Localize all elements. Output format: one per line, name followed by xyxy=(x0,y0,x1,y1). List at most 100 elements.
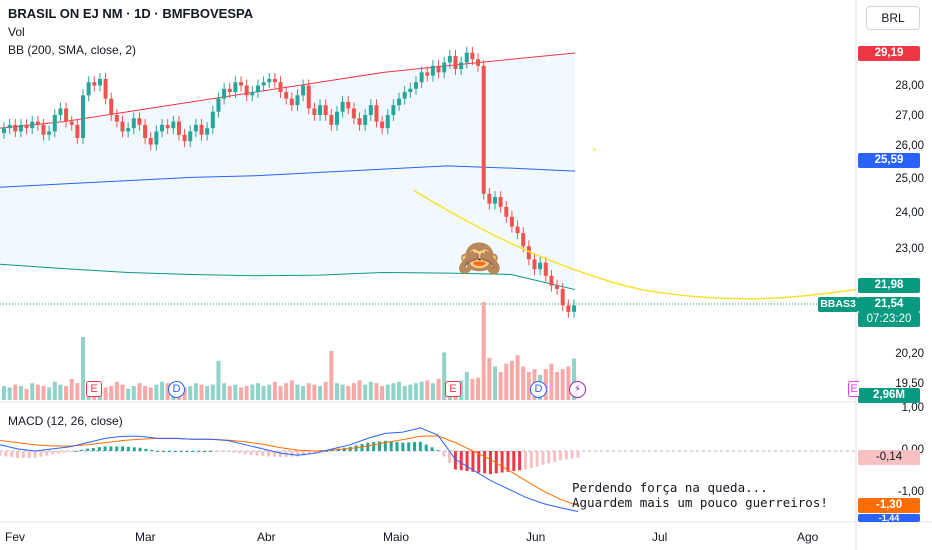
volume-bar xyxy=(114,381,119,400)
candle-body xyxy=(143,124,148,138)
volume-bar xyxy=(419,381,424,400)
macd-histogram-bar xyxy=(278,451,282,458)
candle-body xyxy=(323,105,328,116)
volume-bar xyxy=(470,379,475,400)
candle-body xyxy=(566,305,571,312)
earnings-marker[interactable]: E xyxy=(445,381,461,397)
candle-body xyxy=(334,111,339,125)
volume-bar xyxy=(408,384,413,400)
price-tick: 20,20 xyxy=(895,348,924,360)
macd-histogram-bar xyxy=(453,451,457,470)
macd-histogram-bar xyxy=(372,442,376,451)
candle-body xyxy=(188,131,193,142)
macd-histogram-bar xyxy=(477,451,481,473)
volume-bar xyxy=(267,384,272,400)
volume-bar xyxy=(109,386,114,400)
volume-bar xyxy=(566,366,571,400)
bollinger-basis-line xyxy=(0,165,576,188)
currency-button[interactable]: BRL xyxy=(866,6,920,30)
dividend-marker[interactable]: D xyxy=(530,381,547,398)
candle-body xyxy=(368,105,373,116)
macd-histogram-bar xyxy=(144,448,148,451)
macd-legend[interactable]: MACD (12, 26, close) xyxy=(8,414,123,428)
candle-body xyxy=(430,65,435,76)
volume-bar xyxy=(380,386,385,400)
candle-body xyxy=(391,105,396,116)
candle-body xyxy=(131,118,136,129)
macd-histogram-bar xyxy=(156,451,160,452)
candle-body xyxy=(30,121,35,129)
macd-histogram-bar xyxy=(185,451,189,452)
volume-bar xyxy=(289,380,294,400)
volume-bar xyxy=(30,383,35,400)
volume-bar xyxy=(278,386,283,400)
volume-bar xyxy=(188,386,193,400)
candle-body xyxy=(329,115,334,125)
candle-body xyxy=(318,105,323,116)
volume-bar xyxy=(284,383,289,400)
volume-bar xyxy=(413,383,418,400)
candle-body xyxy=(176,121,181,135)
symbol-title[interactable]: BRASIL ON EJ NM · 1D · BMFBOVESPA xyxy=(8,6,254,21)
projection-tick xyxy=(592,148,597,151)
macd-histogram-bar xyxy=(86,448,90,451)
candle-body xyxy=(413,82,418,89)
volume-legend[interactable]: Vol xyxy=(8,25,25,39)
macd-histogram-bar xyxy=(512,451,516,472)
dividend-marker[interactable]: D xyxy=(168,381,185,398)
time-tick: Fev xyxy=(5,530,26,544)
volume-bar xyxy=(182,387,187,400)
volume-bar xyxy=(148,387,153,400)
volume-bar xyxy=(75,383,80,400)
macd-histogram-bar xyxy=(197,451,201,452)
volume-bar xyxy=(340,384,345,400)
candle-body xyxy=(120,121,125,132)
time-tick: Mar xyxy=(135,530,156,544)
candle-body xyxy=(278,82,283,93)
volume-bar xyxy=(436,379,441,400)
volume-bar xyxy=(244,386,249,400)
macd-histogram-bar xyxy=(564,451,568,460)
price-tick: 26,00 xyxy=(895,140,924,152)
candle-body xyxy=(103,78,108,99)
macd-histogram-bar xyxy=(436,450,440,452)
macd-histogram-bar xyxy=(465,451,469,472)
candle-body xyxy=(476,59,481,66)
volume-bar xyxy=(521,366,526,400)
candle-body xyxy=(193,124,198,132)
macd-histogram-bar xyxy=(220,451,224,452)
volume-bar xyxy=(233,384,238,400)
volume-bar xyxy=(52,381,57,400)
monkey-emoji[interactable]: 🙈 xyxy=(457,237,502,278)
macd-histogram-bar xyxy=(389,441,393,451)
candle-body xyxy=(227,88,232,93)
bollinger-legend[interactable]: BB (200, SMA, close, 2) xyxy=(8,43,137,57)
volume-bar xyxy=(476,377,481,400)
earnings-marker[interactable]: E xyxy=(86,381,102,397)
candle-body xyxy=(425,72,430,76)
macd-histogram-bar xyxy=(121,446,125,451)
macd-histogram-bar xyxy=(360,444,364,451)
macd-histogram-bar xyxy=(126,446,130,451)
macd-histogram-bar xyxy=(138,447,142,451)
candle-body xyxy=(81,95,86,138)
volume-bar xyxy=(154,384,159,400)
bb-upper-tag: 29,19 xyxy=(858,46,920,61)
volume-bar xyxy=(64,386,69,400)
volume-bar xyxy=(165,383,170,400)
macd-histogram-bar xyxy=(62,451,66,453)
candle-body xyxy=(92,82,97,86)
macd-histogram-bar xyxy=(4,451,8,457)
annotation-note[interactable]: Perdendo força na queda... Aguardem mais… xyxy=(572,480,828,510)
volume-bar xyxy=(312,384,317,400)
macd-histogram-bar xyxy=(161,451,165,452)
macd-histogram-bar xyxy=(51,451,55,455)
candle-body xyxy=(538,262,543,270)
macd-histogram-bar xyxy=(103,446,107,451)
split-marker[interactable]: ⚡ xyxy=(569,381,586,398)
earnings-marker[interactable]: E xyxy=(848,381,859,397)
macd-histogram-bar xyxy=(232,451,236,453)
macd-histogram-bar xyxy=(115,446,119,451)
candle-body xyxy=(171,121,176,129)
macd-histogram-bar xyxy=(39,451,43,457)
